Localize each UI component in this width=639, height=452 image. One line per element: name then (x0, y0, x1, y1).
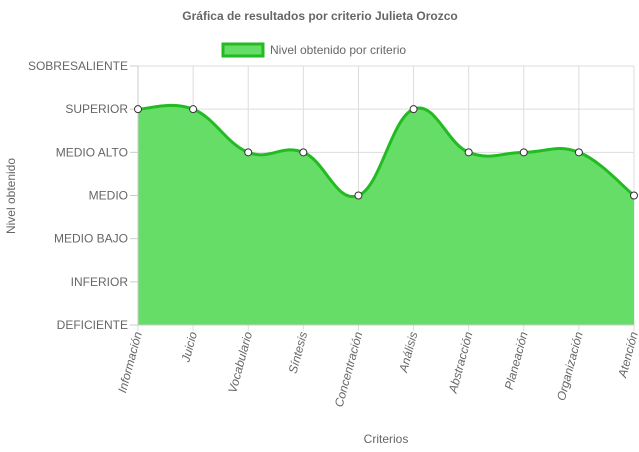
y-tick-label: MEDIO BAJO (54, 232, 128, 246)
data-point[interactable] (354, 191, 363, 200)
x-tick-label: Análisis (396, 330, 420, 375)
x-tick-label: Síntesis (286, 330, 311, 375)
y-tick-label: MEDIO ALTO (56, 145, 128, 159)
series-line (137, 103, 635, 199)
data-points (134, 105, 638, 200)
x-tick-label: Información (115, 330, 145, 394)
x-tick-label: Vocabulario (225, 330, 255, 395)
y-tick-label: INFERIOR (71, 275, 129, 289)
legend[interactable]: Nivel obtenido por criterio (221, 42, 406, 58)
legend-swatch (221, 42, 265, 58)
x-tick-label: Juicio (178, 330, 200, 365)
data-point[interactable] (519, 148, 528, 157)
data-point[interactable] (464, 148, 473, 157)
y-tick-label: SOBRESALIENTE (28, 59, 128, 73)
x-tick-label: Concentración (332, 330, 366, 409)
data-point[interactable] (189, 105, 198, 114)
y-tick-label: DEFICIENTE (57, 318, 128, 332)
data-point[interactable] (299, 148, 308, 157)
chart-title: Gráfica de resultados por criterio Julie… (182, 9, 457, 23)
data-point[interactable] (244, 148, 253, 157)
x-tick-label: Organización (554, 330, 586, 402)
y-tick-label: SUPERIOR (65, 102, 128, 116)
data-point[interactable] (409, 105, 418, 114)
x-tick-label: Abstracción (446, 330, 476, 395)
x-tick-label: Atención (615, 330, 639, 380)
x-axis: Información Juicio Vocabulario Síntesis Conc… (115, 330, 639, 409)
data-point[interactable] (134, 105, 142, 114)
y-tick-label: MEDIO (89, 189, 128, 203)
area-fill (138, 105, 634, 326)
legend-label: Nivel obtenido por criterio (270, 43, 406, 57)
y-axis: DEFICIENTE INFERIOR MEDIO BAJO MEDIO MEDIO A… (28, 59, 634, 332)
data-point[interactable] (574, 148, 583, 157)
y-axis-label: Nivel obtenido (4, 158, 18, 234)
plot-area (137, 103, 635, 326)
x-tick-label: Planeación (502, 330, 531, 391)
x-axis-label: Criterios (364, 432, 409, 446)
data-point[interactable] (630, 191, 638, 200)
